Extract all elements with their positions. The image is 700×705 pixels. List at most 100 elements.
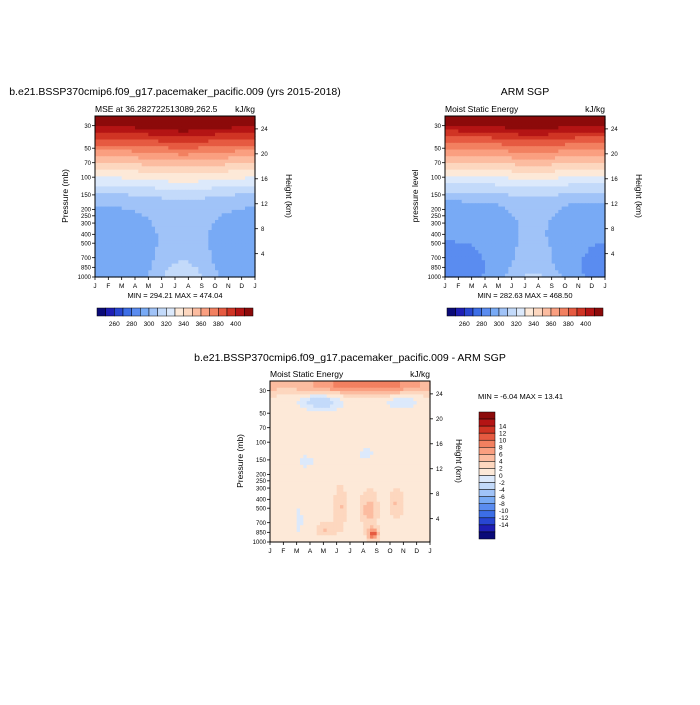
x-tick-label: S — [549, 283, 554, 290]
colorbar-swatch — [525, 308, 534, 316]
x-tick-label: O — [212, 283, 217, 290]
panel-diff-contour-field — [270, 381, 431, 543]
colorbar-swatch — [97, 308, 106, 316]
colorbar-swatch — [114, 308, 123, 316]
x-tick-label: A — [133, 283, 138, 290]
panel-model-left-label: MSE at 36.282722513089,262.5 — [95, 104, 218, 114]
colorbar-swatch — [192, 308, 201, 316]
x-tick-label: F — [106, 283, 110, 290]
colorbar-swatch — [473, 308, 482, 316]
x-tick-label: J — [523, 283, 526, 290]
x-tick-label: J — [443, 283, 446, 290]
colorbar-label: 320 — [161, 321, 172, 328]
colorbar-label: 260 — [459, 321, 470, 328]
colorbar-swatch — [166, 308, 175, 316]
panel-model: b.e21.BSSP370cmip6.f09_g17.pacemaker_pac… — [9, 86, 341, 328]
panel-obs-title: ARM SGP — [501, 86, 549, 98]
x-tick-label: S — [199, 283, 204, 290]
colorbar-label: 300 — [144, 321, 155, 328]
y-tick-label: 150 — [81, 193, 92, 199]
y-tick-label: 200 — [81, 208, 92, 214]
y-tick-label: 1000 — [78, 275, 92, 281]
colorbar-swatch — [158, 308, 167, 316]
x-tick-label: N — [576, 283, 581, 290]
panel-model-contour-field — [95, 116, 256, 278]
y-tick-label: 30 — [84, 124, 91, 130]
colorbar-swatch — [568, 308, 577, 316]
height-tick-label: 24 — [611, 127, 618, 133]
colorbar-label: 360 — [196, 321, 207, 328]
y-tick-label: 70 — [434, 161, 441, 167]
x-tick-label: D — [589, 283, 594, 290]
colorbar-swatch — [227, 308, 236, 316]
y-tick-label: 300 — [431, 221, 442, 227]
x-tick-label: J — [173, 283, 176, 290]
y-tick-label: 700 — [81, 256, 92, 262]
colorbar-swatch — [499, 308, 508, 316]
colorbar-label: 360 — [546, 321, 557, 328]
y-tick-label: 400 — [81, 233, 92, 239]
y-tick-label: 50 — [84, 146, 91, 152]
x-tick-label: J — [253, 283, 256, 290]
colorbar-swatch — [236, 308, 245, 316]
y-tick-label: 500 — [81, 241, 92, 247]
x-tick-label: J — [510, 283, 513, 290]
colorbar-swatch — [490, 308, 499, 316]
colorbar-label: 340 — [528, 321, 539, 328]
height-tick-label: 20 — [611, 152, 618, 158]
height-tick-label: 24 — [261, 127, 268, 133]
height-tick-label: 20 — [261, 152, 268, 158]
colorbar-swatch — [218, 308, 227, 316]
panel-model-units: kJ/kg — [235, 104, 255, 114]
y-tick-label: 100 — [431, 175, 442, 181]
height-tick-label: 8 — [611, 227, 615, 233]
height-tick-label: 12 — [611, 202, 618, 208]
colorbar-swatch — [508, 308, 517, 316]
y-tick-label: 200 — [431, 208, 442, 214]
colorbar-swatch — [244, 308, 253, 316]
x-tick-label: F — [456, 283, 460, 290]
colorbar-label: 300 — [494, 321, 505, 328]
panel-obs-left-label: Moist Static Energy — [445, 104, 519, 114]
colorbar-label: 380 — [563, 321, 574, 328]
y-tick-label: 700 — [431, 256, 442, 262]
colorbar-swatch — [175, 308, 184, 316]
y-tick-label: 70 — [84, 161, 91, 167]
colorbar-swatch — [482, 308, 491, 316]
colorbar-swatch — [132, 308, 141, 316]
x-tick-label: D — [239, 283, 244, 290]
y-tick-label: 50 — [434, 146, 441, 152]
y-tick-label: 1000 — [428, 275, 442, 281]
x-tick-label: M — [496, 283, 501, 290]
panel-diff: b.e21.BSSP370cmip6.f09_g17.pacemaker_pac… — [194, 352, 563, 555]
panel-obs-ylabel: pressure level — [410, 169, 420, 222]
y-tick-label: 400 — [431, 233, 442, 239]
x-tick-label: J — [93, 283, 96, 290]
y-tick-label: 850 — [431, 266, 442, 272]
panel-obs-units: kJ/kg — [585, 104, 605, 114]
height-tick-label: 12 — [261, 202, 268, 208]
colorbar-swatch — [106, 308, 115, 316]
height-tick-label: 16 — [261, 177, 268, 183]
y-tick-label: 850 — [81, 266, 92, 272]
colorbar-label: 280 — [126, 321, 137, 328]
y-tick-label: 300 — [81, 221, 92, 227]
colorbar-swatch — [464, 308, 473, 316]
height-tick-label: 16 — [611, 177, 618, 183]
panel-model-title: b.e21.BSSP370cmip6.f09_g17.pacemaker_pac… — [9, 86, 341, 98]
colorbar-swatch — [594, 308, 603, 316]
x-tick-label: J — [603, 283, 606, 290]
colorbar-label: 320 — [511, 321, 522, 328]
panel-model-minmax: MIN = 294.21 MAX = 474.04 — [127, 291, 222, 300]
x-tick-label: N — [226, 283, 231, 290]
panel-diff-left-label: Moist Static Energy — [270, 369, 344, 379]
colorbar-swatch — [534, 308, 543, 316]
colorbar-swatch — [516, 308, 525, 316]
colorbar-label: 340 — [178, 321, 189, 328]
colorbar-swatch — [577, 308, 586, 316]
